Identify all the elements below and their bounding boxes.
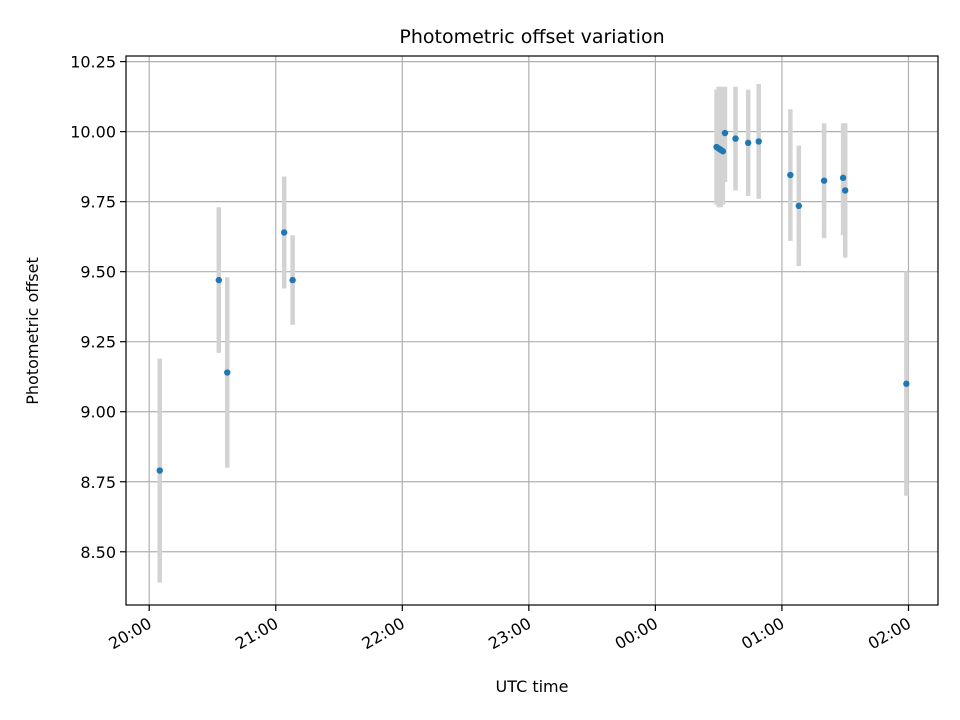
y-axis-label: Photometric offset xyxy=(23,257,42,405)
data-point xyxy=(719,148,727,155)
y-tick-label: 9.75 xyxy=(80,193,116,212)
data-point xyxy=(215,276,222,284)
data-point xyxy=(721,129,729,137)
y-tick-label: 9.00 xyxy=(80,403,116,422)
y-tick-label: 10.25 xyxy=(70,53,116,72)
data-point xyxy=(903,380,910,387)
data-point xyxy=(795,202,802,210)
data-point xyxy=(280,229,288,236)
data-point xyxy=(289,276,296,284)
y-tick-label: 10.00 xyxy=(70,123,116,142)
plot-frame xyxy=(125,55,939,606)
data-point xyxy=(820,177,828,184)
grid xyxy=(126,56,938,605)
data-point xyxy=(224,369,231,376)
data-point xyxy=(787,171,794,179)
y-tick-label: 9.25 xyxy=(80,333,116,352)
data-point xyxy=(732,135,739,142)
chart-title: Photometric offset variation xyxy=(399,26,664,48)
y-tick-label: 9.50 xyxy=(80,263,116,282)
data-point xyxy=(842,187,849,194)
data-points xyxy=(156,129,910,474)
data-point xyxy=(744,139,752,147)
y-tick-label: 8.75 xyxy=(80,473,116,492)
x-axis-label: UTC time xyxy=(496,677,569,696)
data-point xyxy=(755,138,762,145)
y-axis-ticks: 8.50 8.75 9.00 9.25 9.50 9.75 10.00 10.25 xyxy=(70,53,126,562)
y-tick-label: 8.50 xyxy=(80,543,116,562)
data-point xyxy=(839,174,847,182)
data-point xyxy=(156,467,163,474)
